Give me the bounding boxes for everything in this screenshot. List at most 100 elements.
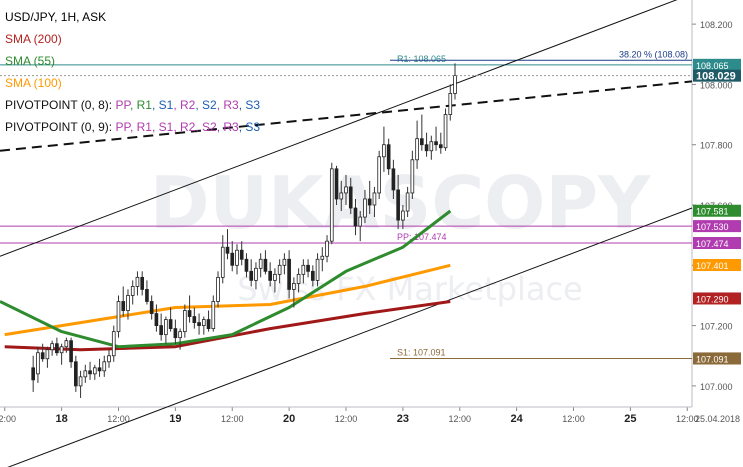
candle-body[interactable] (149, 301, 154, 314)
candle-body[interactable] (367, 198, 372, 206)
candle-body[interactable] (420, 138, 424, 146)
candle-body[interactable] (126, 295, 130, 311)
candle-body[interactable] (216, 276, 220, 302)
candle-body[interactable] (183, 310, 187, 333)
candle-body[interactable] (201, 319, 206, 327)
candle-body[interactable] (382, 144, 386, 158)
candle-body[interactable] (254, 267, 258, 281)
candle-body[interactable] (386, 144, 391, 170)
x-tick-label: 12:00 (676, 414, 699, 424)
candle-body[interactable] (429, 141, 434, 152)
candle-body[interactable] (40, 352, 45, 360)
candle-body[interactable] (173, 328, 178, 339)
candle-body[interactable] (36, 352, 40, 375)
legend-item[interactable]: PIVOTPOINT (0, 9): PP, R1, S1, R2, S2, R… (5, 116, 260, 138)
candle-body[interactable] (121, 301, 126, 311)
candle-body[interactable] (339, 192, 344, 200)
candle-body[interactable] (206, 319, 211, 330)
candle-body[interactable] (78, 376, 83, 387)
candle-body[interactable] (344, 186, 348, 194)
candle-body[interactable] (353, 207, 358, 227)
candle-body[interactable] (192, 316, 197, 323)
candle-body[interactable] (235, 249, 239, 266)
candle-body[interactable] (258, 258, 263, 269)
candle-body[interactable] (111, 331, 116, 357)
candle-body[interactable] (107, 355, 111, 363)
candle-body[interactable] (83, 370, 88, 378)
candle-body[interactable] (168, 319, 173, 330)
candle-body[interactable] (31, 367, 36, 381)
candle-body[interactable] (410, 159, 415, 194)
candle-body[interactable] (296, 273, 301, 284)
candle-body[interactable] (391, 168, 396, 191)
candle-body[interactable] (292, 282, 296, 290)
candle-body[interactable] (329, 168, 334, 242)
candle-body[interactable] (306, 264, 310, 272)
candle-body[interactable] (154, 313, 159, 327)
candle-body[interactable] (448, 93, 453, 115)
candle-body[interactable] (102, 361, 107, 372)
legend-item[interactable]: SMA (200) (5, 28, 260, 50)
candle-body[interactable] (415, 138, 419, 161)
candle-body[interactable] (363, 198, 367, 218)
candle-body[interactable] (92, 367, 97, 375)
candle-body[interactable] (401, 210, 405, 221)
legend-item[interactable]: SMA (100) (5, 72, 260, 94)
candle-body[interactable] (405, 192, 410, 212)
candle-body[interactable] (225, 246, 230, 254)
candle-body[interactable] (396, 189, 400, 221)
candle-body[interactable] (197, 322, 201, 326)
candle-body[interactable] (135, 276, 140, 287)
candle-body[interactable] (140, 276, 145, 290)
candle-body[interactable] (88, 370, 92, 375)
candle-body[interactable] (230, 252, 235, 266)
legend-part: , R3 (216, 98, 239, 112)
candle-body[interactable] (97, 367, 102, 372)
candle-body[interactable] (334, 168, 339, 200)
candle-body[interactable] (287, 258, 291, 290)
candle-body[interactable] (187, 310, 192, 317)
candle-body[interactable] (320, 255, 325, 260)
candle-body[interactable] (211, 301, 216, 330)
candle-body[interactable] (64, 340, 69, 348)
candle-body[interactable] (434, 141, 438, 146)
candle-body[interactable] (372, 192, 377, 206)
candle-body[interactable] (116, 301, 121, 333)
candle-body[interactable] (178, 331, 182, 339)
candle-body[interactable] (159, 325, 163, 336)
candle-body[interactable] (59, 346, 64, 354)
candle-body[interactable] (220, 246, 225, 278)
candle-body[interactable] (55, 343, 59, 354)
candle-body[interactable] (249, 270, 254, 281)
candle-body[interactable] (69, 340, 73, 363)
candle-body[interactable] (239, 249, 244, 260)
candle-body[interactable] (277, 264, 282, 275)
candle-body[interactable] (263, 258, 268, 272)
candle-body[interactable] (453, 74, 457, 94)
candle-body[interactable] (443, 114, 448, 149)
candle-body[interactable] (268, 270, 272, 281)
candle-body[interactable] (145, 289, 149, 302)
candle-body[interactable] (282, 258, 287, 266)
candle-body[interactable] (325, 240, 329, 257)
candle-body[interactable] (377, 156, 382, 194)
candle-body[interactable] (301, 264, 306, 275)
legend-item[interactable]: SMA (55) (5, 50, 260, 72)
candle-body[interactable] (244, 258, 249, 272)
x-tick-label: 20 (283, 413, 295, 425)
candle-body[interactable] (358, 216, 363, 227)
candle-body[interactable] (45, 349, 50, 360)
candle-body[interactable] (424, 144, 429, 152)
candle-body[interactable] (438, 144, 443, 149)
candle-body[interactable] (50, 343, 54, 351)
legend-item[interactable]: PIVOTPOINT (0, 8): PP, R1, S1, R2, S2, R… (5, 94, 260, 116)
level-tag-R2: 107.530 (696, 222, 729, 232)
candle-body[interactable] (348, 186, 353, 209)
candle-body[interactable] (130, 286, 135, 296)
candle-body[interactable] (164, 319, 168, 336)
candle-body[interactable] (74, 361, 78, 387)
candle-body[interactable] (310, 270, 315, 281)
candle-body[interactable] (273, 273, 277, 281)
candle-body[interactable] (315, 258, 320, 281)
